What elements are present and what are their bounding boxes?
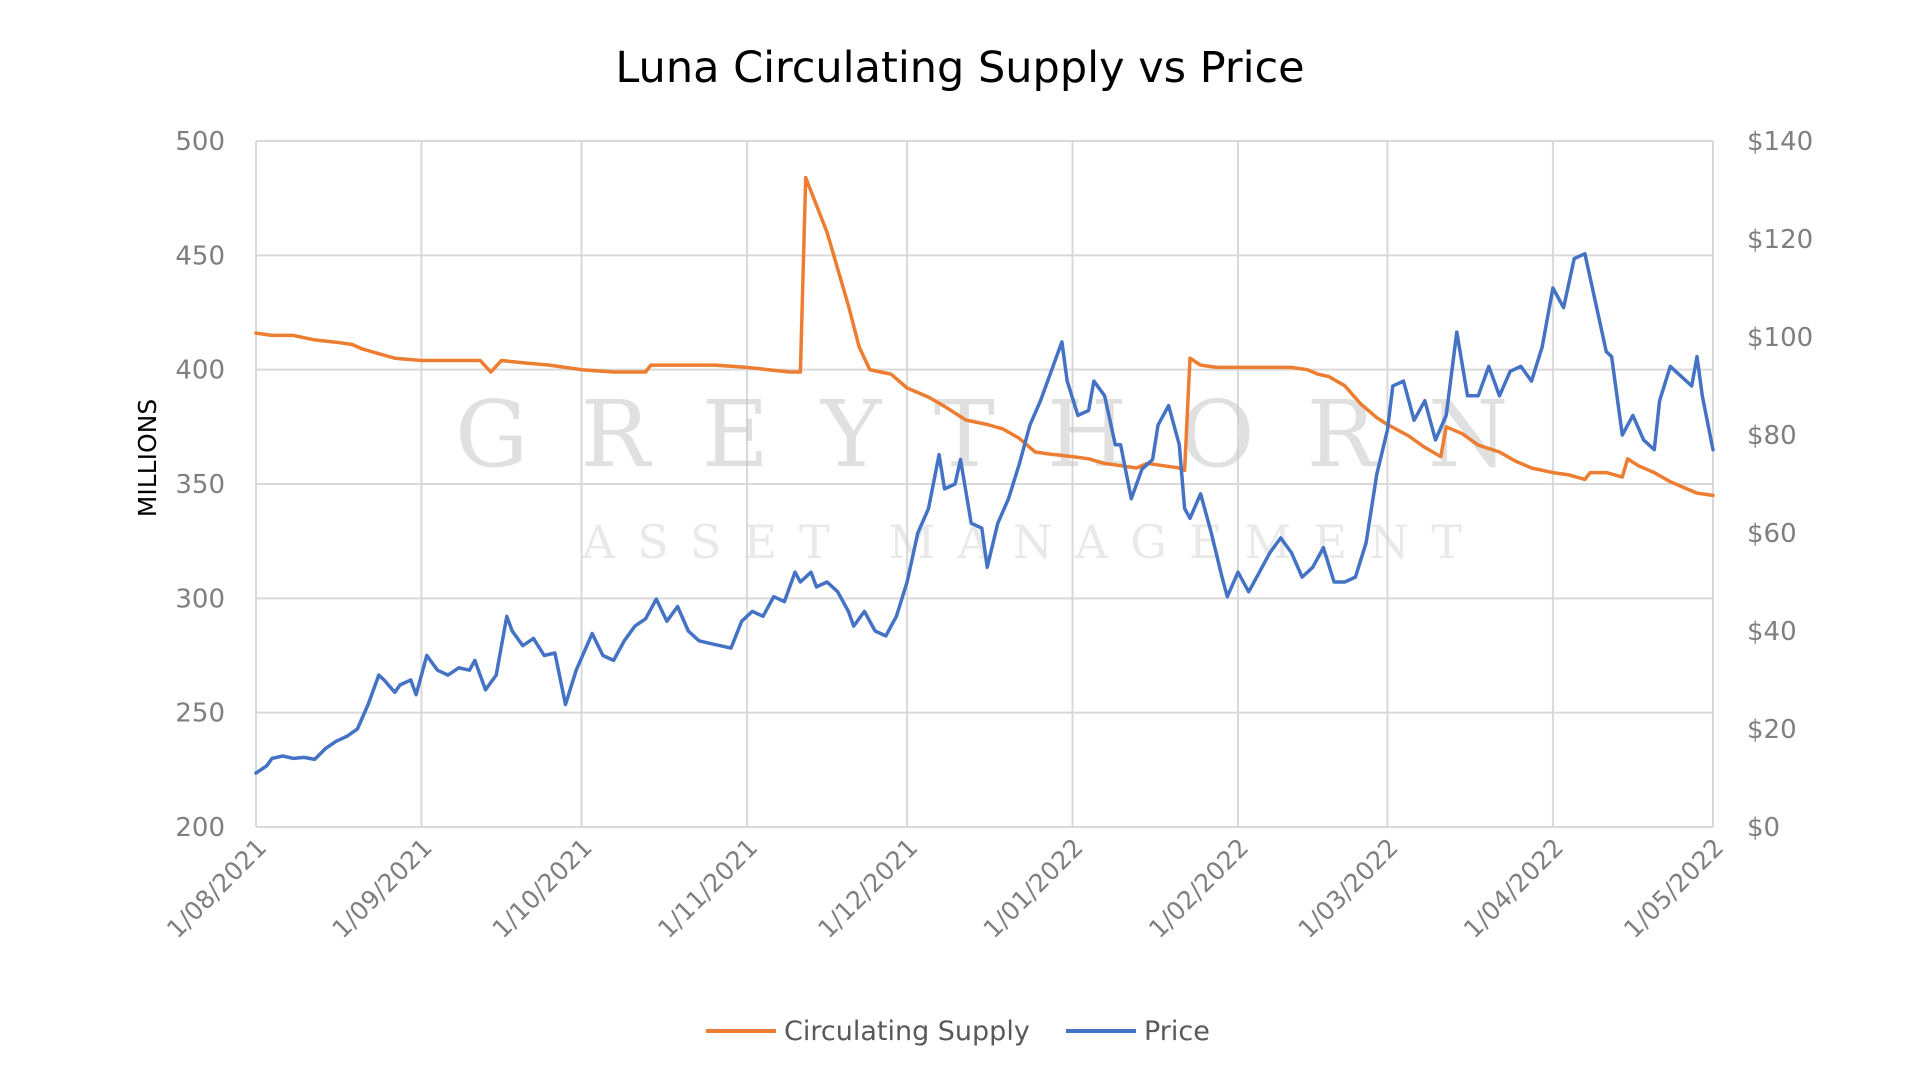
x-tick-label: 1/02/2022	[1143, 833, 1254, 944]
legend-label: Circulating Supply	[784, 1016, 1030, 1047]
watermark-main: GREYTHORN	[455, 381, 1560, 488]
y-tick-label: 500	[175, 127, 225, 157]
x-tick-label: 1/12/2021	[812, 833, 923, 944]
x-tick-label: 1/09/2021	[327, 833, 438, 944]
y-tick-label: 400	[175, 356, 225, 386]
watermark: GREYTHORN ASSET MANAGEMENT	[455, 381, 1560, 569]
x-tick-label: 1/05/2022	[1618, 833, 1729, 944]
x-tick-label: 1/11/2021	[652, 833, 763, 944]
y-tick-label: 300	[175, 584, 225, 614]
y-tick-label: 200	[175, 813, 225, 843]
x-tick-label: 1/01/2022	[978, 833, 1089, 944]
y2-tick-label: $120	[1747, 225, 1813, 255]
y2-tick-label: $0	[1747, 813, 1780, 843]
y2-tick-label: $40	[1747, 617, 1797, 647]
y-tick-label: 250	[175, 699, 225, 729]
y2-tick-label: $140	[1747, 127, 1813, 157]
x-tick-label: 1/08/2021	[161, 833, 272, 944]
y2-tick-label: $80	[1747, 421, 1797, 451]
y-tick-label: 350	[175, 470, 225, 500]
y-axis-title: MILLIONS	[133, 399, 162, 517]
chart-title: Luna Circulating Supply vs Price	[615, 43, 1304, 93]
series-line-circulating-supply	[254, 175, 1715, 498]
y-tick-label: 450	[175, 241, 225, 271]
x-tick-label: 1/10/2021	[487, 833, 598, 944]
x-tick-label: 1/03/2022	[1293, 833, 1404, 944]
watermark-sub: ASSET MANAGEMENT	[581, 515, 1484, 569]
y2-tick-label: $100	[1747, 323, 1813, 353]
gridlines	[255, 140, 1714, 828]
legend: Circulating Supply Price	[706, 1016, 1210, 1047]
y2-tick-label: $20	[1747, 715, 1797, 745]
series-line-price	[254, 251, 1715, 775]
y2-tick-label: $60	[1747, 519, 1797, 549]
x-tick-label: 1/04/2022	[1458, 833, 1569, 944]
legend-label: Price	[1144, 1016, 1210, 1047]
series-lines	[254, 175, 1715, 775]
